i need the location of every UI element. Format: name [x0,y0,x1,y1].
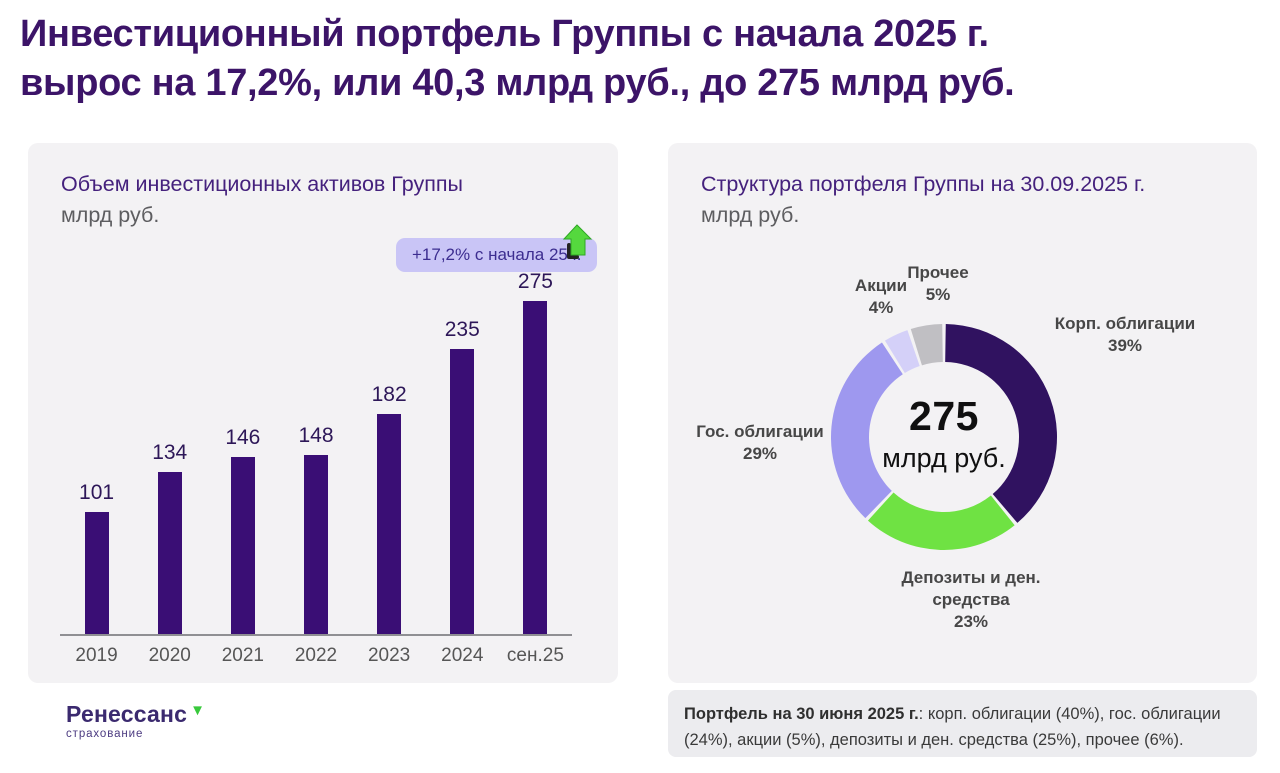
donut-chart-title: Структура портфеля Группы на 30.09.2025 … [701,172,1146,196]
donut-chart-svg [830,324,1058,551]
donut-segment [884,330,920,374]
bar-column: 148 [279,424,352,634]
bar-column: 235 [426,318,499,634]
donut-center-value: 275 [909,393,979,439]
bar-chart-title: Объем инвестиционных активов Группы [61,172,463,196]
bar-category-label: 2024 [441,645,484,666]
bar-category-label: 2021 [221,645,264,666]
page-title-line2: вырос на 17,2%, или 40,3 млрд руб., до 2… [20,61,1015,104]
bar [157,472,182,634]
donut-label-prochee: Прочее 5% [907,263,969,305]
donut-chart-panel: Структура портфеля Группы на 30.09.2025 … [668,143,1257,683]
bar-column: 134 [133,441,206,634]
bar-chart-panel: Объем инвестиционных активов Группы млрд… [28,143,618,683]
donut-center-label: 275 млрд руб. [844,393,1044,474]
bar-category-label: 2019 [75,645,118,666]
donut-segment [867,492,1015,551]
bar-chart-categories: 2019 2020 2021 2022 2023 2024 сен.25 [60,645,572,667]
bar-value-label: 182 [371,383,407,406]
bar-category-label: 2020 [148,645,191,666]
bar-chart-header: Объем инвестиционных активов Группы млрд… [61,169,463,231]
bar [303,455,328,634]
bar-value-label: 275 [517,270,553,293]
bar-chart-subtitle: млрд руб. [61,203,160,228]
bar-category-label: сен.25 [506,645,564,666]
footnote-text: : корп. облигации (40%), гос. облигации … [684,705,1221,749]
bar-value-label: 148 [298,424,334,447]
donut-label-depozity: Депозиты и ден. средства 23% [901,568,1041,632]
bar-value-label: 134 [152,441,188,464]
donut-label-gos-obligatsii: Гос. облигации 29% [696,422,824,464]
footnote-bold: Портфель на 30 июня 2025 г. [684,705,919,723]
bar [377,414,402,634]
bar [523,301,548,634]
bar-category-label: 2023 [367,645,411,666]
bar [450,349,475,634]
bar-chart-bars: 101 134 146 148 182 235 275 [60,239,572,636]
bar-value-label: 101 [79,481,115,504]
bar [84,512,109,634]
page-title: Инвестиционный портфель Группы с начала … [20,10,1260,107]
donut-segment [945,324,1058,523]
bar-column: 275 [499,270,572,634]
bar-column: 146 [206,426,279,634]
green-triangle-icon: ▼ [190,702,205,719]
logo-wordmark: Ренессанс [66,701,188,727]
bar-chart: 101 134 146 148 182 235 275 2019 2020 2021 2022 20… [60,239,572,667]
bar-value-label: 146 [225,426,261,449]
donut-center-unit: млрд руб. [882,443,1006,473]
logo-subtitle: страхование [66,728,144,740]
green-up-arrow-icon [562,224,593,259]
footnote-panel: Портфель на 30 июня 2025 г.: корп. облиг… [668,690,1257,757]
donut-label-korp-obligatsii: Корп. облигации 39% [1054,314,1196,356]
growth-badge: +17,2% с начала 25 г. [396,238,598,272]
bar-column: 182 [353,383,426,634]
bar [230,457,255,634]
company-logo: Ренессанс ▼ страхование [66,701,205,740]
page-title-line1: Инвестиционный портфель Группы с начала … [20,13,989,55]
bar-value-label: 235 [444,318,480,341]
donut-segment [910,324,943,366]
bar-category-label: 2022 [294,645,338,666]
donut-label-aktsii: Акции 4% [854,276,908,318]
donut-chart-subtitle: млрд руб. [701,203,800,228]
donut-chart-header: Структура портфеля Группы на 30.09.2025 … [701,169,1145,231]
bar-column: 101 [60,481,133,634]
donut-segment [830,342,903,519]
